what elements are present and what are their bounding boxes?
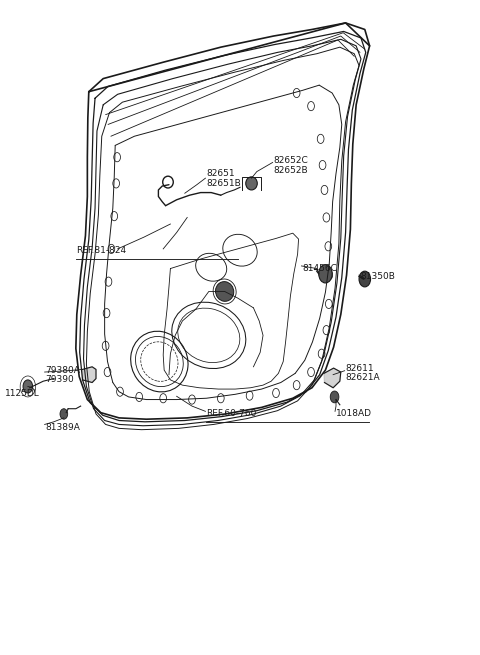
Circle shape [319, 265, 332, 283]
Text: 1018AD: 1018AD [336, 409, 372, 419]
Text: 82611: 82611 [346, 364, 374, 373]
Text: 82651: 82651 [206, 169, 235, 178]
Text: REF.60-760: REF.60-760 [206, 409, 257, 419]
Circle shape [330, 391, 339, 403]
Text: 81389A: 81389A [46, 422, 81, 432]
Text: REF.81-824: REF.81-824 [76, 246, 126, 255]
Text: 79390: 79390 [46, 375, 74, 384]
Circle shape [23, 380, 33, 393]
Text: 1125DL: 1125DL [5, 388, 39, 398]
Text: 82651B: 82651B [206, 179, 241, 188]
Ellipse shape [246, 177, 257, 190]
Text: 81350B: 81350B [360, 272, 395, 281]
Text: 82652C: 82652C [274, 156, 308, 165]
Circle shape [359, 271, 371, 287]
Polygon shape [83, 367, 96, 383]
Text: 82652B: 82652B [274, 166, 308, 175]
Polygon shape [324, 368, 341, 388]
Text: 79380A: 79380A [46, 365, 81, 375]
Text: 82621A: 82621A [346, 373, 380, 383]
Text: 81456C: 81456C [302, 264, 337, 273]
Circle shape [60, 409, 68, 419]
Ellipse shape [216, 282, 234, 301]
